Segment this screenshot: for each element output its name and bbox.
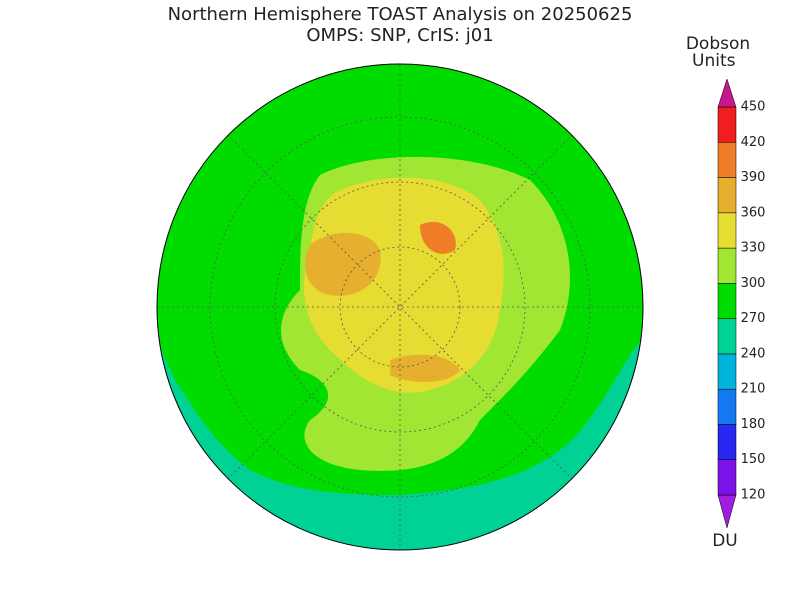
colorbar: 120 150 180 210 240 270 300 330 360 390 420 450: [717, 78, 766, 529]
colorbar-swatch: [717, 177, 737, 214]
colorbar-swatch: [717, 212, 737, 249]
map: [157, 64, 643, 550]
colorbar-end: [717, 78, 737, 108]
colorbar-label: 300: [741, 276, 766, 291]
colorbar-label: 270: [741, 311, 766, 326]
colorbar-swatch: [717, 318, 737, 355]
colorbar-title: Units: [692, 51, 736, 71]
colorbar-label: 330: [741, 241, 766, 256]
colorbar-label: 420: [741, 135, 766, 150]
colorbar-swatch: [717, 353, 737, 390]
colorbar-label: 120: [741, 488, 766, 503]
colorbar-label: 360: [741, 205, 766, 220]
colorbar-swatch: [717, 424, 737, 460]
colorbar-label: 390: [741, 170, 766, 185]
subtitle: OMPS: SNP, CrIS: j01: [306, 25, 493, 46]
colorbar-label: 210: [741, 382, 766, 397]
colorbar-unit: DU: [712, 531, 738, 551]
colorbar-label: 150: [741, 452, 766, 467]
map-border: [156, 63, 644, 551]
colorbar-swatch: [717, 142, 737, 178]
region: [305, 232, 381, 296]
colorbar-label: 180: [741, 417, 766, 432]
colorbar-label: 240: [741, 346, 766, 361]
colorbar-swatch: [717, 283, 737, 319]
colorbar-title: Dobson: [686, 34, 750, 54]
colorbar-swatch: [717, 106, 737, 143]
title: Northern Hemisphere TOAST Analysis on 20…: [168, 4, 633, 25]
colorbar-swatch: [717, 247, 737, 284]
graticule: [157, 64, 643, 550]
colorbar-swatch: [717, 459, 737, 496]
region: [390, 354, 460, 382]
region: [420, 221, 456, 254]
region: [304, 177, 504, 393]
colorbar-swatch: [717, 388, 737, 425]
colorbar-label: 450: [741, 100, 766, 115]
colorbar-end: [717, 494, 737, 529]
